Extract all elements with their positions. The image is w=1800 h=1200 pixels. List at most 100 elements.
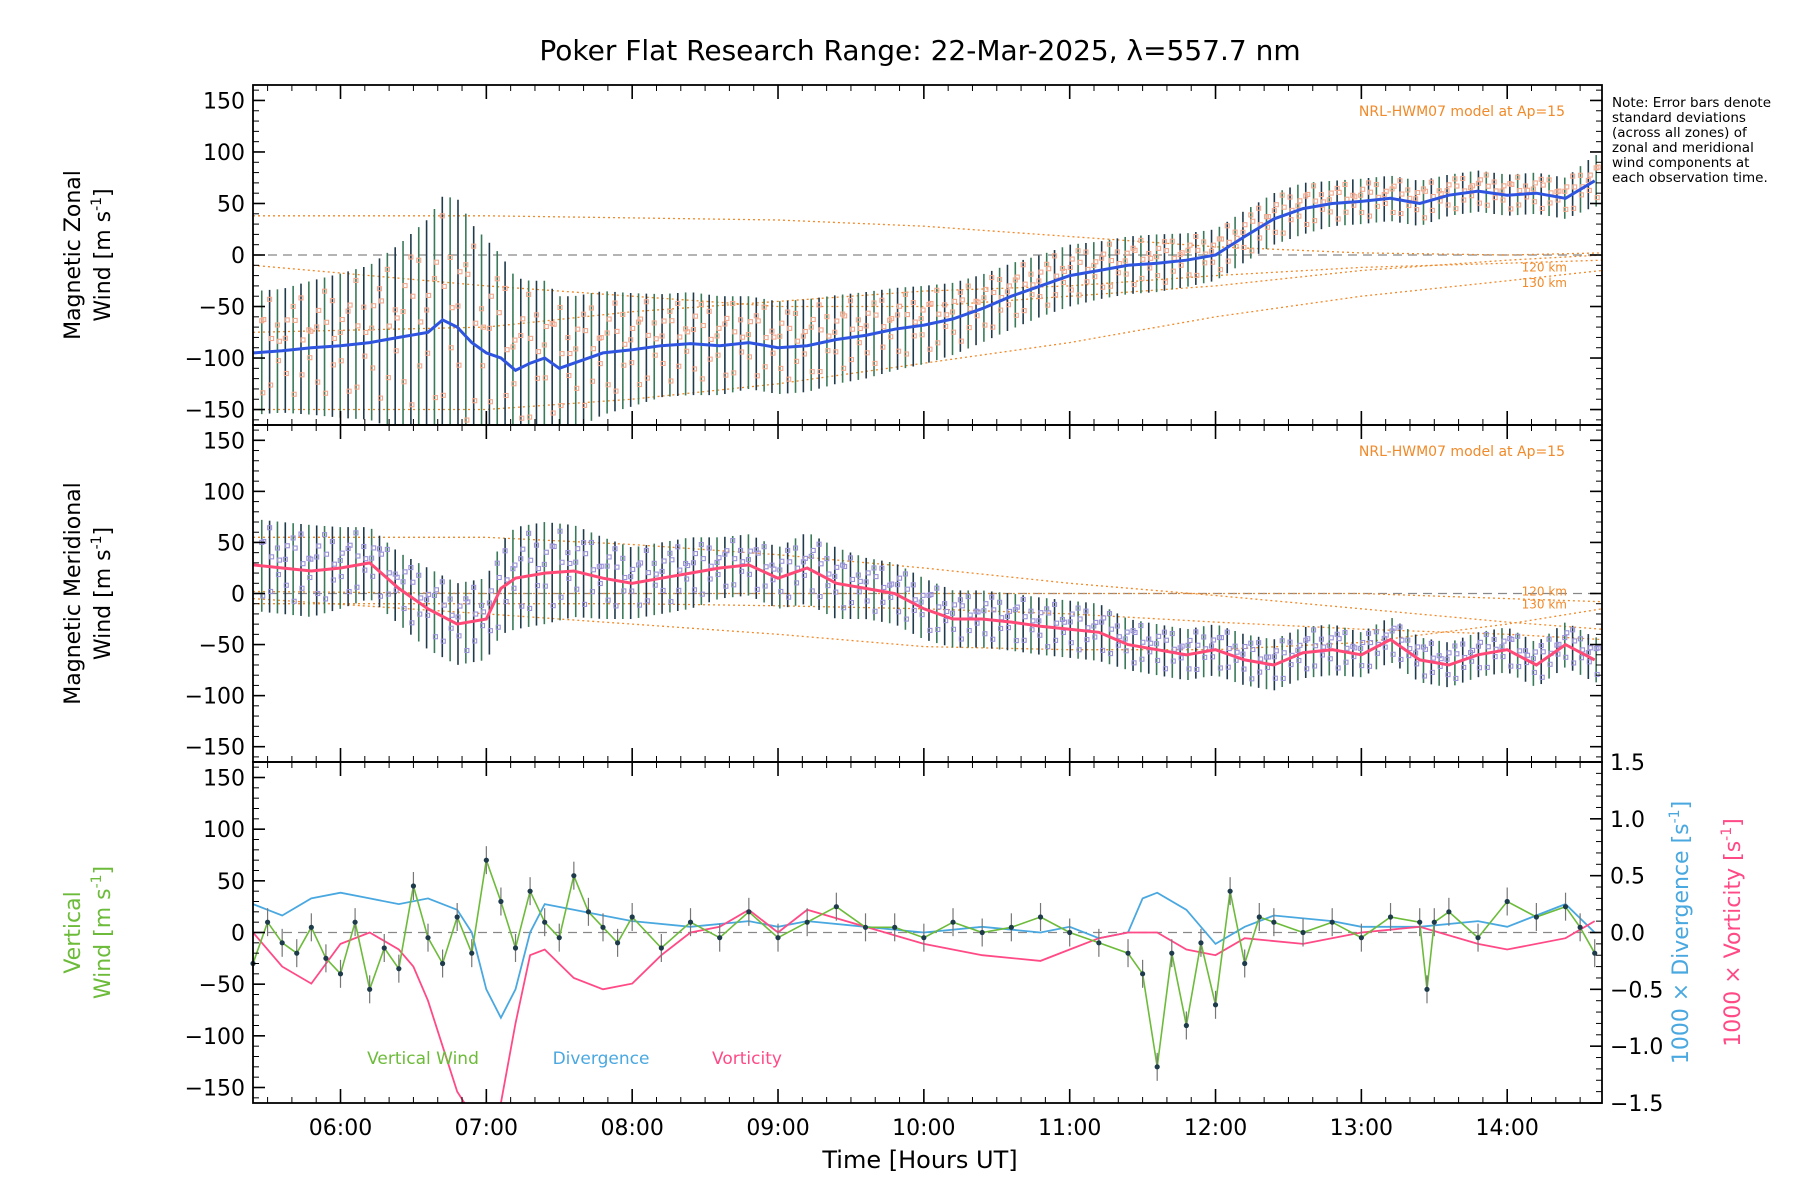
- meridional-zone-point: [620, 555, 626, 561]
- meridional-zone-point: [1218, 635, 1224, 641]
- meridional-zone-point: [919, 612, 925, 618]
- zonal-zone-point: [975, 299, 981, 305]
- zonal-zone-point: [330, 362, 336, 368]
- zonal-zone-point: [864, 350, 870, 356]
- vertical-wind-point: [1562, 904, 1569, 910]
- zonal-zone-point: [981, 295, 987, 301]
- zonal-zone-point: [439, 213, 445, 219]
- zonal-zone-point: [794, 338, 801, 344]
- zonal-zone-point: [800, 333, 806, 339]
- meridional-zone-point: [1546, 636, 1552, 642]
- zonal-zone-point: [355, 323, 361, 329]
- meridional-zone-point: [487, 628, 493, 634]
- zonal-zone-point: [832, 329, 838, 335]
- meridional-zone-point: [496, 574, 502, 581]
- meridional-zone-point: [787, 559, 793, 565]
- meridional-zone-point: [991, 607, 997, 613]
- zonal-zone-point: [321, 288, 328, 294]
- meridional-zone-point: [1413, 650, 1419, 656]
- meridional-zone-point: [1469, 658, 1475, 664]
- vertical-y-tick-label: −100: [185, 1025, 245, 1050]
- meridional-zone-point: [386, 570, 392, 576]
- meridional-zone-point: [1492, 654, 1498, 660]
- meridional-zone-point: [1365, 630, 1372, 636]
- vertical-wind-point: [1358, 935, 1364, 941]
- zonal-zone-point: [1036, 278, 1042, 284]
- zonal-zone-point: [723, 372, 729, 378]
- meridional-zone-point: [1208, 643, 1215, 649]
- zonal-zone-point: [1461, 197, 1467, 203]
- meridional-zone-point: [652, 582, 658, 588]
- meridional-zone-point: [1256, 640, 1262, 646]
- meridional-zone-point: [802, 555, 808, 561]
- vertical-wind-point: [1140, 971, 1146, 977]
- meridional-zone-point: [981, 608, 987, 614]
- zonal-zone-point: [644, 375, 650, 381]
- zonal-zone-point: [338, 358, 344, 364]
- meridional-zone-point: [1287, 639, 1293, 645]
- zonal-zone-point: [1365, 180, 1372, 186]
- zonal-zone-point: [761, 304, 767, 310]
- zonal-zone-point: [645, 332, 651, 338]
- zonal-zone-point: [1343, 209, 1349, 215]
- meridional-zone-point: [754, 586, 760, 592]
- vertical-wind-point: [396, 966, 402, 972]
- meridional-zone-point: [1116, 634, 1122, 640]
- meridional-zone-point: [1594, 671, 1600, 678]
- meridional-zone-point: [1281, 650, 1287, 656]
- zonal-zone-point: [1485, 183, 1491, 189]
- zonal-zone-point: [847, 298, 854, 304]
- meridional-zone-point: [1453, 675, 1459, 682]
- vertical-wind-point: [264, 919, 271, 925]
- zonal-zone-point: [480, 324, 487, 330]
- zonal-zone-point: [983, 286, 989, 292]
- meridional-zone-point: [274, 545, 280, 551]
- zonal-zone-point: [1313, 198, 1319, 204]
- meridional-zone-point: [425, 612, 431, 618]
- zonal-zone-point: [1296, 213, 1302, 219]
- zonal-zone-point: [865, 310, 871, 316]
- zonal-zone-point: [534, 375, 541, 381]
- vertical-wind-point: [1271, 919, 1277, 925]
- zonal-zone-point: [1532, 180, 1538, 186]
- zonal-zone-point: [393, 348, 399, 354]
- chart-title: Poker Flat Research Range: 22-Mar-2025, …: [539, 34, 1300, 67]
- zonal-zone-point: [1092, 274, 1098, 280]
- zonal-zone-point: [1156, 245, 1162, 251]
- zonal-zone-point: [1438, 191, 1444, 197]
- zonal-zone-point: [1500, 197, 1506, 203]
- zonal-zone-point: [1148, 255, 1154, 261]
- zonal-zone-point: [833, 349, 839, 355]
- meridional-zone-point: [480, 609, 487, 615]
- zonal-zone-point: [1021, 308, 1027, 314]
- zonal-zone-point: [745, 331, 751, 338]
- meridional-zone-point: [1084, 637, 1090, 643]
- meridional-zone-point: [261, 538, 267, 545]
- zonal-zone-point: [1170, 268, 1176, 274]
- zonal-zone-point: [1005, 302, 1012, 308]
- vertical-wind-point: [614, 940, 621, 946]
- meridional-zone-point: [637, 560, 644, 566]
- meridional-zone-point: [1429, 669, 1435, 675]
- meridional-zone-point: [785, 547, 791, 553]
- meridional-zone-point: [1477, 639, 1483, 645]
- vertical-wind-point: [1417, 919, 1423, 925]
- zonal-zone-point: [566, 372, 572, 379]
- meridional-zone-point: [1501, 638, 1507, 644]
- meridional-zone-point: [550, 603, 556, 609]
- zonal-model-curve-2: [252, 259, 1603, 333]
- divergence-line: [253, 891, 1596, 1020]
- meridional-zone-point: [1036, 618, 1042, 624]
- zonal-zone-point: [1138, 237, 1144, 243]
- zonal-zone-point: [1169, 238, 1175, 244]
- zonal-zone-point: [1124, 250, 1130, 256]
- vertical-wind-point: [410, 883, 417, 889]
- zonal-zone-point: [1312, 218, 1318, 224]
- zonal-zone-point: [354, 384, 360, 390]
- zonal-zone-point: [1297, 198, 1303, 204]
- meridional-zone-point: [604, 563, 610, 569]
- zonal-zone-point: [1397, 178, 1403, 184]
- meridional-zone-point: [1169, 631, 1175, 637]
- meridional-zone-point: [810, 547, 816, 553]
